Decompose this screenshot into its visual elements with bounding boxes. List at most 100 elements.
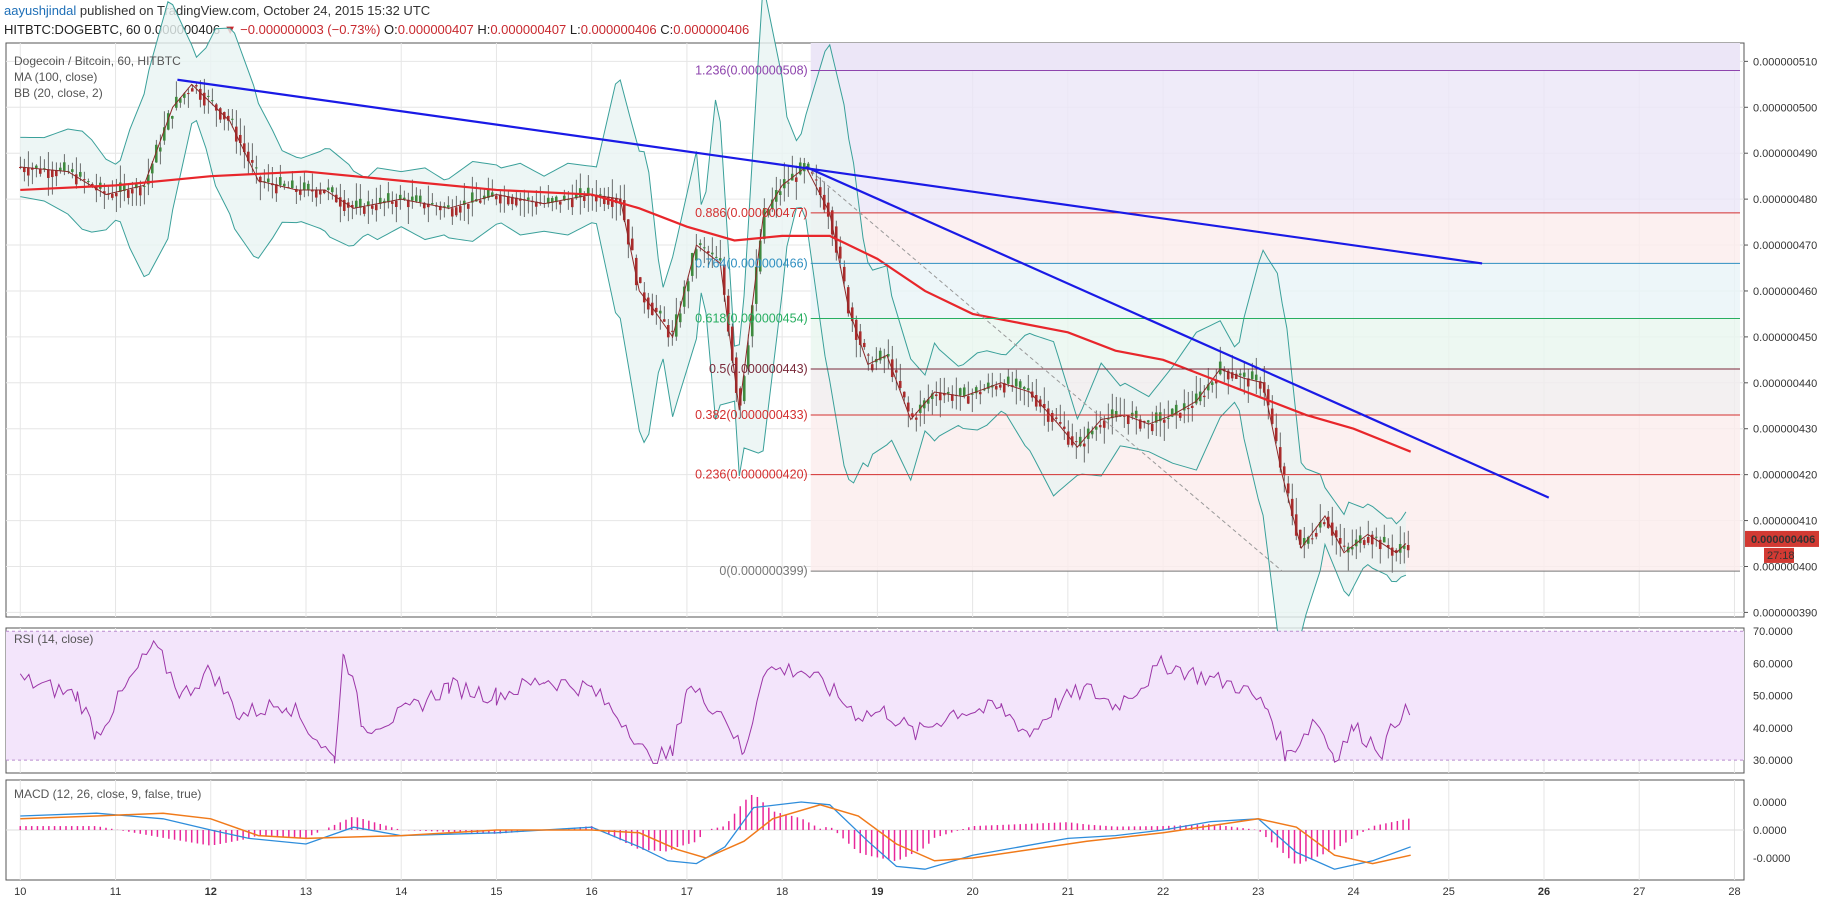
candle-body [334, 194, 338, 203]
candle-body [26, 167, 30, 176]
rsi-tick-label: 70.0000 [1753, 626, 1793, 638]
trend-line [177, 78, 1483, 265]
candle-body [566, 199, 570, 201]
candle-body [638, 277, 642, 284]
candle-body [1278, 447, 1282, 468]
candle-body [654, 307, 658, 313]
y-tick-label: 0.000000440 [1753, 378, 1817, 390]
candle-body [1290, 498, 1294, 517]
candle-body [1362, 540, 1366, 545]
candle-body [394, 200, 398, 207]
candle-body [366, 201, 370, 207]
candle-body [298, 189, 302, 195]
candle-body [58, 167, 62, 171]
candle-body [1002, 383, 1006, 393]
candle-body [610, 197, 614, 207]
candle-body [142, 185, 146, 187]
candle-body [1258, 381, 1262, 389]
candle-body [750, 305, 754, 337]
candle-body [486, 188, 490, 199]
x-tick-label: 23 [1252, 886, 1264, 898]
candle-body [1298, 529, 1302, 545]
candle-body [1098, 425, 1102, 428]
y-tick-label: 0.000000390 [1753, 607, 1817, 619]
candle-body [102, 191, 106, 194]
candle-body [374, 204, 378, 211]
candle-body [1374, 536, 1378, 538]
candle-body [574, 193, 578, 199]
fib-level-label: 0.5(0.000000443) [709, 362, 808, 376]
candle-body [1314, 532, 1318, 537]
candle-body [814, 179, 818, 181]
candle-body [218, 108, 222, 120]
candle-body [414, 195, 418, 202]
bb-legend: BB (20, close, 2) [14, 86, 103, 100]
candle-body [898, 380, 902, 389]
candle-body [970, 393, 974, 395]
candle-body [74, 174, 78, 185]
candle-body [882, 356, 886, 359]
candle-body [1246, 378, 1250, 387]
candle-body [30, 167, 34, 170]
candle-body [934, 394, 938, 397]
x-tick-label: 26 [1538, 886, 1550, 898]
candle-body [254, 167, 258, 169]
candle-body [358, 198, 362, 208]
candle-body [506, 196, 510, 205]
candle-body [686, 281, 690, 292]
y-tick-label: 0.000000460 [1753, 286, 1817, 298]
candle-body [490, 192, 494, 197]
bollinger-basis [20, 83, 1407, 554]
candle-body [250, 160, 254, 163]
countdown-value: 27:18 [1767, 550, 1795, 562]
candle-body [1302, 537, 1306, 546]
candle-body [630, 238, 634, 251]
candle-body [398, 194, 402, 201]
candle-body [1402, 545, 1406, 549]
candle-body [1074, 441, 1078, 443]
candle-body [738, 388, 742, 406]
candle-body [62, 162, 66, 171]
rsi-legend: RSI (14, close) [14, 632, 93, 646]
candle-body [462, 200, 466, 205]
candle-body [310, 189, 314, 192]
rsi-tick-label: 60.0000 [1753, 658, 1793, 670]
candle-body [734, 357, 738, 393]
fib-level-label: 0.382(0.000000433) [695, 408, 808, 422]
candle-body [578, 188, 582, 198]
candle-body [162, 127, 166, 141]
candle-body [54, 170, 58, 177]
candle-body [886, 354, 890, 357]
candle-body [594, 194, 598, 202]
author-link[interactable]: aayushjindal [4, 3, 77, 18]
fib-zone [810, 70, 1740, 213]
macd-legend: MACD (12, 26, close, 9, false, true) [14, 787, 201, 801]
candle-body [186, 93, 190, 95]
candle-body [1162, 419, 1166, 423]
candle-body [1294, 514, 1298, 536]
candle-body [1318, 521, 1322, 528]
candle-body [22, 167, 26, 173]
candle-body [582, 196, 586, 201]
candle-body [966, 396, 970, 404]
price-tag [1745, 530, 1819, 547]
high-label: H: [477, 22, 491, 37]
candle-body [1142, 420, 1146, 423]
candle-body [1350, 546, 1354, 550]
candle-body [430, 203, 434, 205]
candle-body [302, 182, 306, 190]
candle-body [450, 208, 454, 217]
symbol-line: HITBTC:DOGEBTC, 60 [4, 22, 141, 37]
candle-body [1386, 544, 1390, 548]
candle-body [986, 382, 990, 389]
candle-body [1086, 428, 1090, 439]
candle-body [1166, 417, 1170, 419]
candle-body [274, 184, 278, 194]
x-tick-label: 20 [966, 886, 978, 898]
x-tick-label: 10 [14, 886, 26, 898]
candle-body [614, 197, 618, 204]
candle-body [154, 144, 158, 163]
candle-body [562, 195, 566, 201]
candle-body [122, 185, 126, 192]
